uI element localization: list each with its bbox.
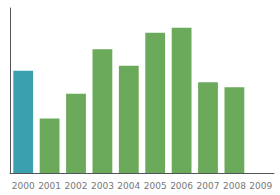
svg-text:2007: 2007 xyxy=(197,181,220,191)
svg-text:2006: 2006 xyxy=(170,181,193,191)
svg-text:2005: 2005 xyxy=(144,181,167,191)
svg-text:2002: 2002 xyxy=(65,181,88,191)
svg-text:2004: 2004 xyxy=(117,181,140,191)
svg-text:2003: 2003 xyxy=(91,181,114,191)
svg-text:2008: 2008 xyxy=(223,181,246,191)
svg-text:2001: 2001 xyxy=(38,181,61,191)
svg-text:2000: 2000 xyxy=(12,181,35,191)
svg-text:2009: 2009 xyxy=(249,181,272,191)
